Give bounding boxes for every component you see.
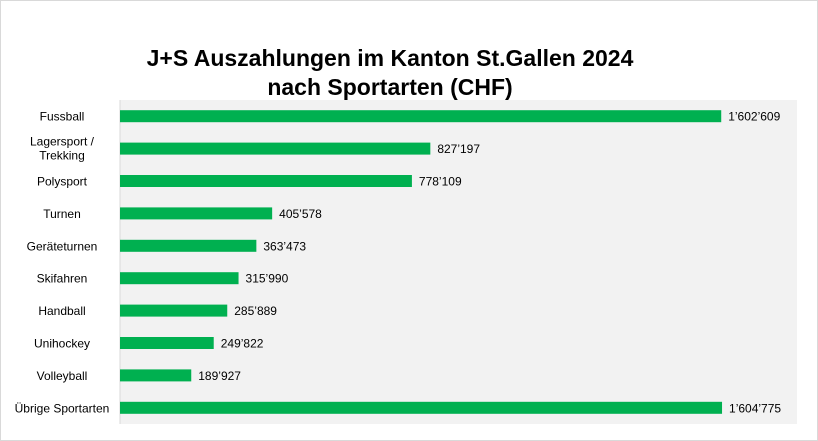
data-label: 189’927 — [198, 369, 241, 383]
category-label: Volleyball — [37, 369, 88, 383]
category-label: Geräteturnen — [27, 239, 98, 253]
bar — [120, 369, 192, 382]
data-label: 363’473 — [263, 239, 306, 253]
category-label: Skifahren — [37, 272, 88, 286]
bar — [120, 207, 273, 220]
category-label: Polysport — [37, 175, 88, 189]
data-label: 827’197 — [437, 142, 480, 156]
bar — [120, 175, 412, 187]
category-label: Unihockey — [34, 337, 90, 351]
data-label: 1’602’609 — [728, 110, 780, 124]
data-label: 249’822 — [221, 337, 264, 351]
data-label: 315’990 — [246, 272, 289, 286]
data-label: 285’889 — [234, 304, 277, 318]
bar — [120, 142, 431, 155]
bar — [120, 337, 214, 349]
data-label: 778’109 — [419, 175, 462, 189]
data-label: 1’604’775 — [729, 401, 781, 415]
bar — [120, 401, 723, 414]
category-label: Handball — [38, 304, 85, 318]
chart-title: J+S Auszahlungen im Kanton St.Gallen 202… — [146, 45, 634, 71]
category-label: Übrige Sportarten — [15, 401, 110, 415]
category-label: Lagersport / Trekking — [30, 135, 95, 163]
bar — [120, 110, 722, 123]
category-label: Turnen — [43, 207, 81, 221]
bar — [120, 304, 228, 317]
data-label: 405’578 — [279, 207, 322, 221]
bar — [120, 239, 257, 252]
chart-subtitle: nach Sportarten (CHF) — [267, 74, 513, 100]
chart-title-block: J+S Auszahlungen im Kanton St.Gallen 202… — [60, 44, 720, 102]
category-label: Fussball — [40, 110, 85, 124]
bar — [120, 272, 239, 285]
